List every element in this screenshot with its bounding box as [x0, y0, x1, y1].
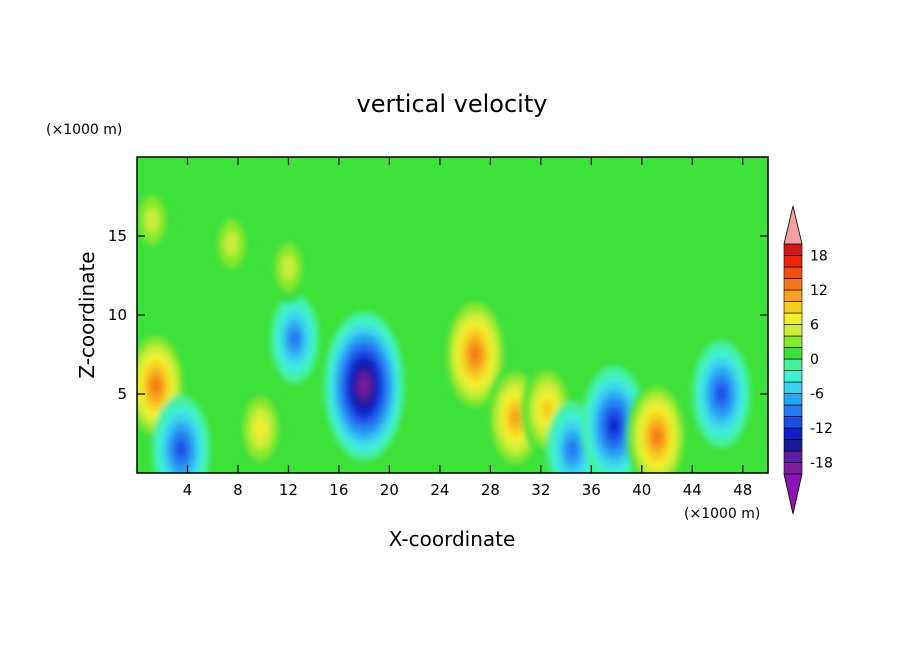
x-tick-label: 16: [329, 481, 348, 499]
colorbar-segment: [783, 416, 803, 429]
colorbar-segment: [783, 347, 803, 360]
velocity-cell: [652, 428, 662, 445]
colorbar: 18 12 6 0 -6 -12 -18: [783, 205, 833, 515]
colorbar-segment: [783, 266, 803, 279]
velocity-cell: [510, 408, 521, 427]
colorbar-segment: [783, 404, 803, 417]
plot-area: [136, 156, 769, 474]
velocity-cell: [567, 439, 578, 459]
colorbar-label: 6: [810, 318, 819, 334]
colorbar-segment: [783, 450, 803, 463]
x-tick-label: 24: [430, 481, 449, 499]
chart-title: vertical velocity: [357, 90, 548, 118]
colorbar-segment: [783, 393, 803, 406]
colorbar-segment: [783, 381, 803, 394]
velocity-cell: [360, 378, 369, 394]
y-unit-label: (×1000 m): [46, 122, 122, 138]
velocity-cell: [254, 418, 267, 440]
velocity-cell: [716, 385, 727, 403]
colorbar-segment: [783, 439, 803, 452]
velocity-cell: [609, 417, 619, 435]
velocity-field: [137, 184, 751, 473]
colorbar-label: 12: [810, 283, 828, 299]
velocity-cell: [225, 231, 239, 256]
colorbar-high-arrow: [783, 205, 803, 245]
x-tick-label: 4: [183, 481, 193, 499]
y-tick-label: 5: [117, 385, 127, 403]
x-unit-label: (×1000 m): [684, 506, 760, 522]
colorbar-label: 0: [810, 352, 819, 368]
colorbar-segment: [783, 312, 803, 325]
y-axis-label: Z-coordinate: [75, 251, 99, 378]
x-tick-label: 28: [481, 481, 500, 499]
x-tick-label: 8: [233, 481, 243, 499]
colorbar-segment: [783, 255, 803, 268]
colorbar-segment: [783, 324, 803, 337]
velocity-cell: [151, 377, 161, 395]
x-tick-label: 40: [632, 481, 651, 499]
colorbar-segment: [783, 358, 803, 371]
colorbar-segment: [783, 278, 803, 291]
colorbar-label: -6: [810, 387, 824, 403]
y-tick-label: 15: [108, 227, 127, 245]
x-tick-label: 48: [733, 481, 752, 499]
colorbar-segment: [783, 289, 803, 302]
x-axis-label: X-coordinate: [389, 527, 516, 551]
velocity-cell: [145, 208, 159, 233]
y-tick-label: 10: [108, 306, 127, 324]
x-tick-label: 36: [582, 481, 601, 499]
colorbar-segment: [783, 301, 803, 314]
colorbar-label: -12: [810, 421, 833, 437]
velocity-cell: [281, 255, 295, 280]
colorbar-segment: [783, 427, 803, 440]
velocity-cell: [470, 345, 480, 364]
colorbar-segment: [783, 462, 803, 475]
colorbar-label: 18: [810, 249, 828, 265]
x-axis: 4 8 12 16 20 24 28 32 36 40 44 48: [183, 157, 752, 499]
x-tick-label: 32: [531, 481, 550, 499]
colorbar-segment: [783, 370, 803, 383]
velocity-cell: [289, 329, 300, 348]
x-tick-label: 20: [380, 481, 399, 499]
velocity-cell: [541, 400, 553, 420]
colorbar-segment: [783, 335, 803, 348]
colorbar-low-arrow: [783, 473, 803, 515]
colorbar-label: -18: [810, 456, 833, 472]
colorbar-segment: [783, 243, 803, 256]
x-tick-label: 12: [279, 481, 298, 499]
x-tick-label: 44: [683, 481, 702, 499]
y-axis: 5 10 15: [108, 227, 768, 403]
velocity-cell: [176, 440, 187, 459]
